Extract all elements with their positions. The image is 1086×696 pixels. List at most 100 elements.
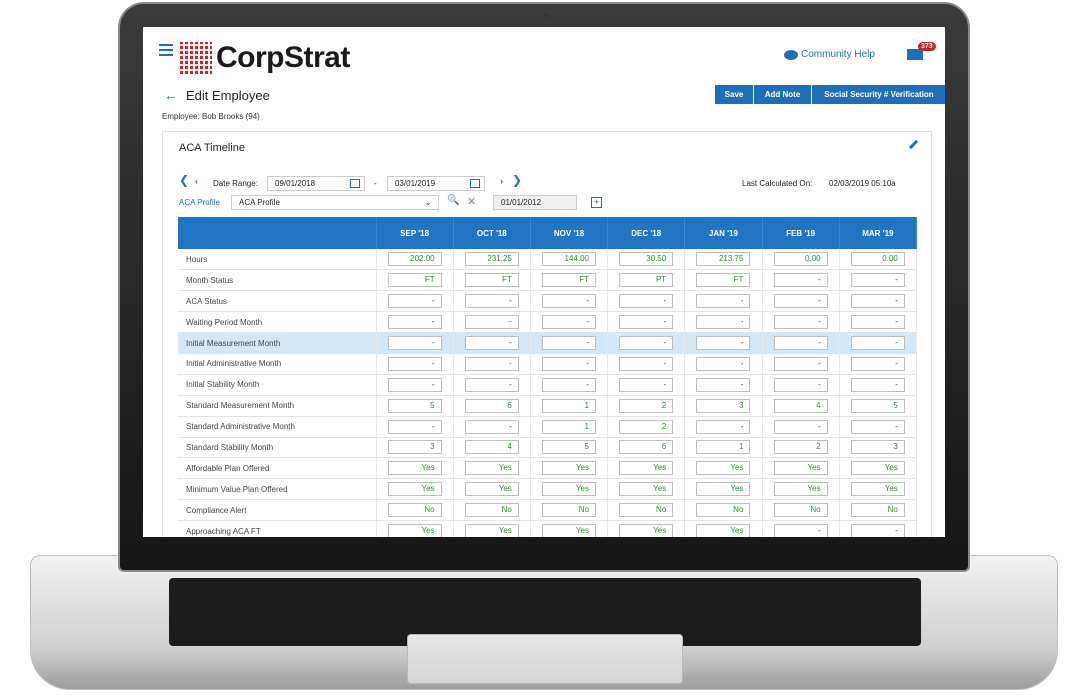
value-box[interactable]: Yes xyxy=(696,461,751,476)
value-box[interactable]: 2 xyxy=(619,419,674,434)
value-box[interactable]: 30.50 xyxy=(619,252,674,267)
value-box[interactable]: 6 xyxy=(464,398,519,413)
value-box[interactable]: - xyxy=(464,377,519,392)
value-box[interactable]: Yes xyxy=(619,461,674,476)
value-box[interactable]: - xyxy=(387,356,442,371)
value-box[interactable]: 2 xyxy=(619,398,674,413)
value-box[interactable]: Yes xyxy=(542,461,596,476)
chevron-last-icon[interactable]: ❯ xyxy=(512,173,523,187)
add-profile-icon[interactable]: + xyxy=(591,197,602,208)
value-box[interactable]: - xyxy=(387,377,442,392)
value-box[interactable]: Yes xyxy=(542,482,596,497)
date-from-field[interactable]: 09/01/2018 xyxy=(267,176,365,191)
value-box[interactable]: Yes xyxy=(619,524,674,537)
value-box[interactable]: - xyxy=(542,377,596,392)
value-box[interactable]: - xyxy=(850,419,905,434)
value-box[interactable]: 3 xyxy=(696,398,751,413)
value-box[interactable]: - xyxy=(464,419,519,434)
hamburger-menu-icon[interactable] xyxy=(159,44,173,56)
date-to-field[interactable]: 03/01/2019 xyxy=(387,176,485,191)
value-box[interactable]: - xyxy=(619,294,674,309)
value-box[interactable]: No xyxy=(464,503,519,518)
search-profile-icon[interactable]: 🔍 xyxy=(447,195,460,206)
value-box[interactable]: - xyxy=(773,419,828,434)
value-box[interactable]: Yes xyxy=(619,482,674,497)
value-box[interactable]: 213.75 xyxy=(696,252,751,267)
value-box[interactable]: - xyxy=(619,315,674,330)
value-box[interactable]: Yes xyxy=(773,461,828,476)
calendar-icon[interactable] xyxy=(470,179,480,188)
value-box[interactable]: 6 xyxy=(619,440,674,455)
aca-profile-select[interactable]: ACA Profile ⌄ xyxy=(231,195,439,210)
value-box[interactable]: - xyxy=(542,315,596,330)
chevron-right-icon[interactable]: › xyxy=(500,176,503,186)
pin-icon[interactable] xyxy=(908,139,924,155)
value-box[interactable]: Yes xyxy=(464,524,519,537)
value-box[interactable]: - xyxy=(542,336,596,350)
value-box[interactable]: No xyxy=(387,503,442,518)
value-box[interactable]: - xyxy=(464,294,519,309)
ssn-verification-button[interactable]: Social Security # Verification xyxy=(812,85,945,104)
value-box[interactable]: - xyxy=(773,336,828,350)
value-box[interactable]: Yes xyxy=(696,482,751,497)
value-box[interactable]: - xyxy=(464,356,519,371)
value-box[interactable]: PT xyxy=(619,273,674,288)
value-box[interactable]: 4 xyxy=(464,440,519,455)
value-box[interactable]: 5 xyxy=(542,440,596,455)
value-box[interactable]: Yes xyxy=(850,461,905,476)
value-box[interactable]: - xyxy=(696,377,751,392)
value-box[interactable]: - xyxy=(850,273,905,288)
value-box[interactable]: 3 xyxy=(387,440,442,455)
value-box[interactable]: 1 xyxy=(696,440,751,455)
value-box[interactable]: - xyxy=(850,524,905,537)
value-box[interactable]: - xyxy=(850,315,905,330)
value-box[interactable]: No xyxy=(696,503,751,518)
value-box[interactable]: Yes xyxy=(464,482,519,497)
value-box[interactable]: 5 xyxy=(387,398,442,413)
value-box[interactable]: - xyxy=(850,356,905,371)
value-box[interactable]: - xyxy=(619,356,674,371)
value-box[interactable]: 1 xyxy=(542,398,596,413)
mail-icon[interactable] xyxy=(907,49,923,60)
value-box[interactable]: Yes xyxy=(850,482,905,497)
value-box[interactable]: - xyxy=(387,419,442,434)
value-box[interactable]: - xyxy=(696,419,751,434)
chevron-left-icon[interactable]: ‹ xyxy=(195,176,198,186)
value-box[interactable]: - xyxy=(773,273,828,288)
value-box[interactable]: Yes xyxy=(464,461,519,476)
value-box[interactable]: - xyxy=(773,315,828,330)
value-box[interactable]: 0.00 xyxy=(773,252,828,267)
value-box[interactable]: 2 xyxy=(773,440,828,455)
value-box[interactable]: FT xyxy=(464,273,519,288)
add-note-button[interactable]: Add Note xyxy=(754,85,811,104)
value-box[interactable]: 4 xyxy=(773,398,828,413)
value-box[interactable]: 3 xyxy=(850,440,905,455)
value-box[interactable]: - xyxy=(696,356,751,371)
value-box[interactable]: Yes xyxy=(387,482,442,497)
value-box[interactable]: FT xyxy=(696,273,751,288)
value-box[interactable]: - xyxy=(850,336,905,350)
value-box[interactable]: 1 xyxy=(542,419,596,434)
value-box[interactable]: 202.00 xyxy=(387,252,442,267)
value-box[interactable]: Yes xyxy=(387,524,442,537)
value-box[interactable]: - xyxy=(387,294,442,309)
value-box[interactable]: - xyxy=(850,294,905,309)
value-box[interactable]: - xyxy=(773,524,828,537)
value-box[interactable]: Yes xyxy=(773,482,828,497)
community-help-link[interactable]: Community Help xyxy=(784,49,875,60)
value-box[interactable]: 5 xyxy=(850,398,905,413)
value-box[interactable]: - xyxy=(387,336,442,350)
value-box[interactable]: No xyxy=(850,503,905,518)
value-box[interactable]: - xyxy=(773,294,828,309)
save-button[interactable]: Save xyxy=(715,85,753,104)
value-box[interactable]: - xyxy=(619,377,674,392)
chevron-first-icon[interactable]: ❮ xyxy=(179,173,190,187)
value-box[interactable]: - xyxy=(773,377,828,392)
value-box[interactable]: - xyxy=(619,336,674,350)
calendar-icon[interactable] xyxy=(350,179,360,188)
back-arrow-icon[interactable]: ← xyxy=(164,87,178,103)
value-box[interactable]: FT xyxy=(387,273,442,288)
value-box[interactable]: 144.00 xyxy=(542,252,596,267)
value-box[interactable]: - xyxy=(542,356,596,371)
value-box[interactable]: - xyxy=(464,336,519,350)
